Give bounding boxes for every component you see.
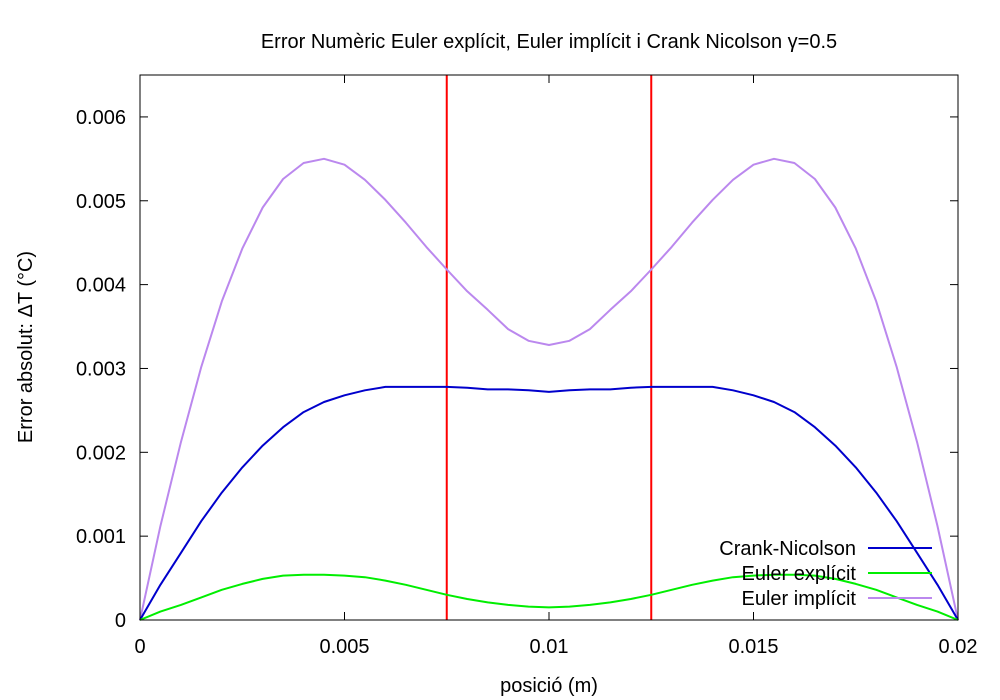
series-line-0 bbox=[139, 385, 959, 621]
legend: Crank-Nicolson Euler explícit Euler implíc… bbox=[719, 538, 932, 610]
x-tick-label: 0.02 bbox=[939, 636, 978, 658]
x-tick-label: 0.005 bbox=[319, 636, 369, 658]
series-line-1 bbox=[139, 573, 959, 621]
series-line-2 bbox=[139, 157, 959, 621]
legend-label: Euler implícit bbox=[742, 588, 857, 610]
chart-title: Error Numèric Euler explícit, Euler impl… bbox=[261, 31, 837, 53]
y-tick-label: 0.005 bbox=[76, 191, 126, 213]
y-tick-label: 0.001 bbox=[76, 526, 126, 548]
y-tick-label: 0.006 bbox=[76, 107, 126, 129]
legend-label: Crank-Nicolson bbox=[719, 538, 856, 560]
x-axis-title: posició (m) bbox=[500, 675, 598, 697]
x-tick-label: 0.01 bbox=[530, 636, 569, 658]
x-tick-label: 0 bbox=[134, 636, 145, 658]
legend-label: Euler explícit bbox=[742, 563, 857, 585]
y-axis-title: Error absolut: ΔT (°C) bbox=[15, 251, 37, 443]
y-tick-label: 0.003 bbox=[76, 358, 126, 380]
y-tick-label: 0.002 bbox=[76, 442, 126, 464]
x-tick-label: 0.015 bbox=[728, 636, 778, 658]
y-tick-label: 0.004 bbox=[76, 275, 126, 297]
y-tick-label: 0 bbox=[115, 610, 126, 632]
